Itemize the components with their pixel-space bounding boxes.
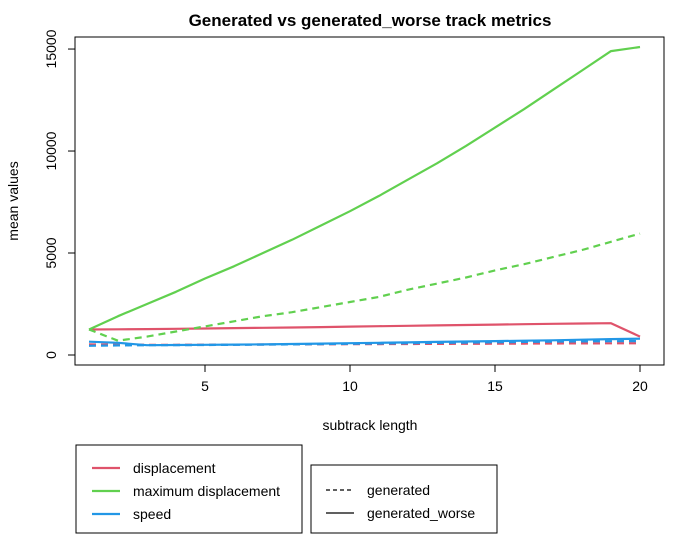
- series-line-displacement-generated-worse: [88, 322, 641, 338]
- legend-label-speed: speed: [133, 506, 171, 522]
- series-line-maximum-displacement-generated-worse: [88, 45, 641, 331]
- legend-label-displacement: displacement: [133, 460, 216, 476]
- series-line-maximum-displacement-generated: [88, 232, 641, 342]
- legend-metrics: displacement maximum displacement speed: [75, 444, 303, 534]
- legend-metrics-box: [75, 444, 303, 534]
- series-line-speed-generated: [88, 340, 641, 347]
- series-layer: [88, 45, 641, 347]
- y-axis-label: mean values: [5, 161, 21, 240]
- y-tick-label: 15000: [43, 29, 59, 68]
- legend-label-maximum-displacement: maximum displacement: [133, 483, 280, 499]
- y-tick-label: 5000: [43, 237, 59, 268]
- legend-variants: generated generated_worse: [310, 464, 498, 534]
- legend-variants-box: [310, 464, 498, 534]
- x-tick-label: 15: [487, 378, 503, 394]
- legend-label-generated-worse: generated_worse: [367, 505, 475, 521]
- chart-title: Generated vs generated_worse track metri…: [189, 11, 552, 30]
- legend-layer: displacement maximum displacement speed gen…: [75, 444, 498, 534]
- series-line-speed-generated-worse: [88, 337, 641, 347]
- x-tick-label: 10: [342, 378, 358, 394]
- axes-layer: 5 10 15 20 0 5000 10000 15000: [43, 29, 648, 394]
- series-line-displacement-generated: [88, 342, 641, 346]
- x-axis-label: subtrack length: [323, 417, 418, 433]
- x-tick-label: 5: [201, 378, 209, 394]
- y-tick-label: 10000: [43, 131, 59, 170]
- legend-label-generated: generated: [367, 482, 430, 498]
- x-tick-label: 20: [632, 378, 648, 394]
- y-tick-label: 0: [43, 351, 59, 359]
